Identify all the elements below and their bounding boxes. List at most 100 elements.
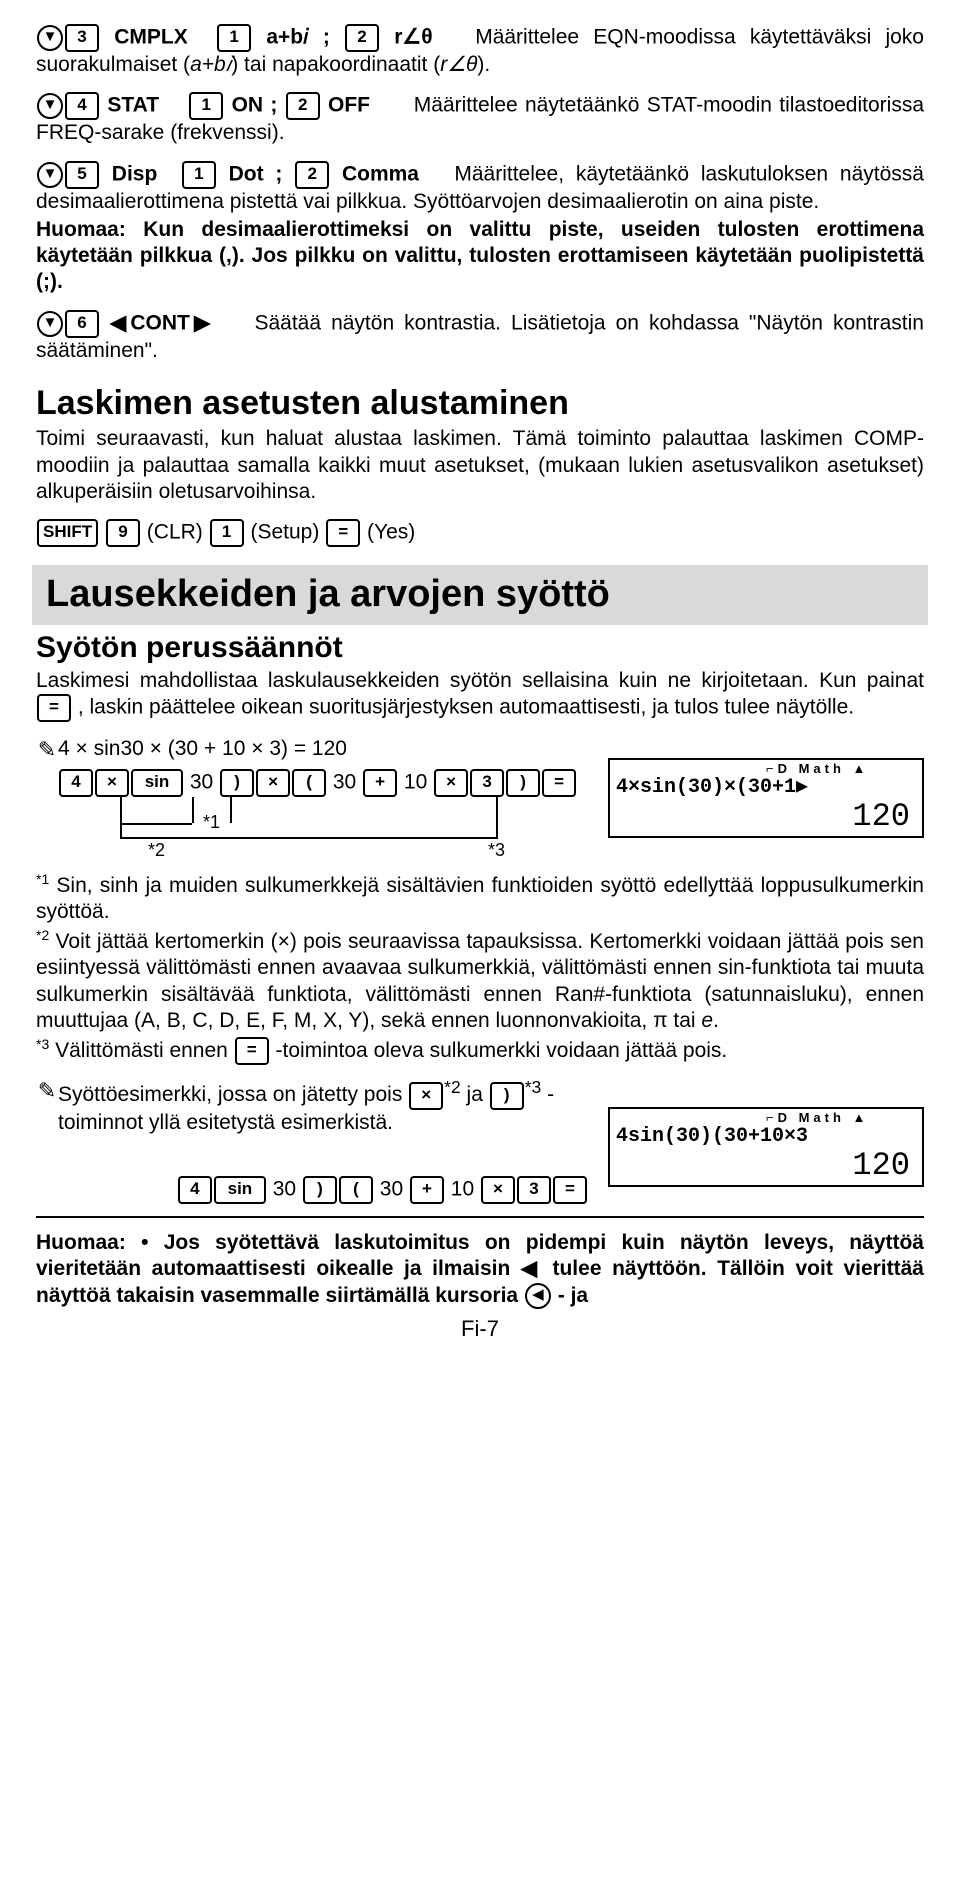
key-equals: = — [326, 519, 360, 547]
text: (Setup) — [250, 521, 319, 544]
text: -toimintoa oleva sulkumerkki voidaan jät… — [276, 1039, 728, 1062]
key-3: 3 — [517, 1176, 551, 1204]
opt-off: OFF — [328, 94, 370, 117]
key-4: 4 — [65, 92, 99, 120]
number: 30 — [327, 770, 362, 793]
text: Sin, sinh ja muiden sulkumerkkejä sisält… — [36, 874, 924, 923]
opt-abi: a+b𝑖 ; — [266, 26, 330, 49]
footnote-1: *1 Sin, sinh ja muiden sulkumerkkejä sis… — [36, 871, 924, 926]
para-disp: ▼5 Disp 1 Dot ; 2 Comma Määrittelee, käy… — [36, 161, 924, 215]
example-keyseq: 4×sin 30 )×( 30 + 10 ×3)= — [58, 769, 608, 797]
heading-reset: Laskimen asetusten alustaminen — [36, 382, 924, 425]
text: Syöttöesimerkki, jossa on jätetty pois — [58, 1083, 408, 1106]
key-4: 4 — [178, 1176, 212, 1204]
key-shift: SHIFT — [37, 519, 98, 547]
down-arrow-icon: ▼ — [37, 311, 63, 337]
key-×: × — [481, 1176, 515, 1204]
lcd-display-1: ⌐D Math ▲ 4×sin(30)×(30+1▶ 120 — [608, 758, 924, 837]
text: ). — [477, 53, 490, 76]
key-1: 1 — [182, 161, 216, 189]
footnote-3: *3 Välittömästi ennen = -toimintoa oleva… — [36, 1036, 924, 1065]
key-=: = — [553, 1176, 587, 1204]
key-6: 6 — [65, 310, 99, 338]
lcd-display-2: ⌐D Math ▲ 4sin(30)(30+10×3 120 — [608, 1107, 924, 1186]
example-2: ✎ Syöttöesimerkki, jossa on jätetty pois… — [36, 1077, 924, 1204]
label-cmplx: CMPLX — [114, 26, 188, 49]
divider — [36, 1216, 924, 1218]
opt-rtheta: r∠θ — [394, 26, 432, 49]
key-9: 9 — [106, 519, 140, 547]
text-ital: r∠θ — [440, 53, 477, 76]
section-banner: Lausekkeiden ja arvojen syöttö — [32, 565, 928, 625]
lcd-indicators: ⌐D Math ▲ — [616, 1111, 916, 1125]
text: Huomaa: • Jos syötettävä laskutoimitus o… — [36, 1231, 924, 1307]
page-number: Fi-7 — [36, 1315, 924, 1343]
down-arrow-icon: ▼ — [37, 93, 63, 119]
opt-comma: Comma — [342, 162, 419, 185]
text: Laskimesi mahdollistaa laskulausekkeiden… — [36, 669, 924, 692]
text: - ja — [558, 1284, 588, 1307]
star2-label: *2 — [148, 839, 165, 862]
key-paren: ) — [490, 1082, 524, 1110]
bottom-note: Huomaa: • Jos syötettävä laskutoimitus o… — [36, 1230, 924, 1309]
lcd-expression: 4×sin(30)×(30+1▶ — [616, 777, 916, 799]
sup: *2 — [444, 1077, 461, 1097]
key-2: 2 — [295, 161, 329, 189]
left-arrow-icon: ◀ — [525, 1283, 551, 1309]
footnote-2: *2 Voit jättää kertomerkin (×) pois seur… — [36, 927, 924, 1034]
reset-key-sequence: SHIFT 9 (CLR) 1 (Setup) = (Yes) — [36, 519, 924, 547]
example-expression: 4 × sin30 × (30 + 10 × 3) = 120 — [58, 736, 608, 762]
para-reset: Toimi seuraavasti, kun haluat alustaa la… — [36, 426, 924, 505]
para-cmplx: ▼3 CMPLX 1 a+b𝑖 ; 2 r∠θ Määrittelee EQN-… — [36, 24, 924, 78]
manual-page: ▼3 CMPLX 1 a+b𝑖 ; 2 r∠θ Määrittelee EQN-… — [0, 0, 960, 1353]
para-stat: ▼4 STAT 1 ON ; 2 OFF Määrittelee näytetä… — [36, 92, 924, 146]
text: Huomaa: Kun desimaalierottimeksi on vali… — [36, 218, 924, 294]
key-): ) — [303, 1176, 337, 1204]
label-cont: ◀CONT▶ — [110, 311, 214, 334]
key-4: 4 — [59, 769, 93, 797]
lcd-result: 120 — [616, 799, 916, 834]
para-input-rules: Laskimesi mahdollistaa laskulausekkeiden… — [36, 668, 924, 722]
down-arrow-icon: ▼ — [37, 25, 63, 51]
text: (CLR) — [147, 521, 203, 544]
key-(: ( — [339, 1176, 373, 1204]
pencil-icon: ✎ — [36, 736, 58, 764]
lcd-expression: 4sin(30)(30+10×3 — [616, 1126, 916, 1148]
text: . — [713, 1009, 719, 1032]
key-+: + — [363, 769, 397, 797]
opt-on: ON ; — [232, 94, 278, 117]
example-1: ✎ 4 × sin30 × (30 + 10 × 3) = 120 4×sin … — [36, 736, 924, 868]
para-huomaa: Huomaa: Kun desimaalierottimeksi on vali… — [36, 217, 924, 296]
key-): ) — [220, 769, 254, 797]
lcd-indicators: ⌐D Math ▲ — [616, 762, 916, 776]
text: Määrittelee, käytetäänkö laskutuloksen n… — [36, 162, 924, 212]
label-disp: Disp — [112, 162, 158, 185]
example2-intro: Syöttöesimerkki, jossa on jätetty pois ×… — [58, 1077, 608, 1136]
text: , laskin päättelee oikean suoritusjärjes… — [78, 696, 854, 719]
key-times: × — [409, 1082, 443, 1110]
lcd-result: 120 — [616, 1148, 916, 1183]
footnotes: *1 Sin, sinh ja muiden sulkumerkkejä sis… — [36, 871, 924, 1066]
key-×: × — [434, 769, 468, 797]
key-3: 3 — [65, 24, 99, 52]
key-sin: sin — [131, 769, 183, 797]
bracket-diagram: *1 *2 *3 — [58, 797, 608, 869]
pencil-icon: ✎ — [36, 1077, 58, 1105]
key-1: 1 — [189, 92, 223, 120]
key-1: 1 — [210, 519, 244, 547]
key-3: 3 — [470, 769, 504, 797]
text: Välittömästi ennen — [55, 1039, 234, 1062]
text-ital: e — [701, 1009, 713, 1032]
key-=: = — [542, 769, 576, 797]
down-arrow-icon: ▼ — [37, 162, 63, 188]
key-×: × — [95, 769, 129, 797]
para-cont: ▼6 ◀CONT▶ Säätää näytön kontrastia. Lisä… — [36, 310, 924, 364]
sup: *3 — [525, 1077, 542, 1097]
key-1: 1 — [217, 24, 251, 52]
text: Voit jättää kertomerkin (×) pois seuraav… — [36, 930, 924, 1032]
number: 30 — [184, 770, 219, 793]
key-×: × — [256, 769, 290, 797]
text: ja — [467, 1083, 489, 1106]
key-5: 5 — [65, 161, 99, 189]
number: 30 — [374, 1178, 409, 1201]
